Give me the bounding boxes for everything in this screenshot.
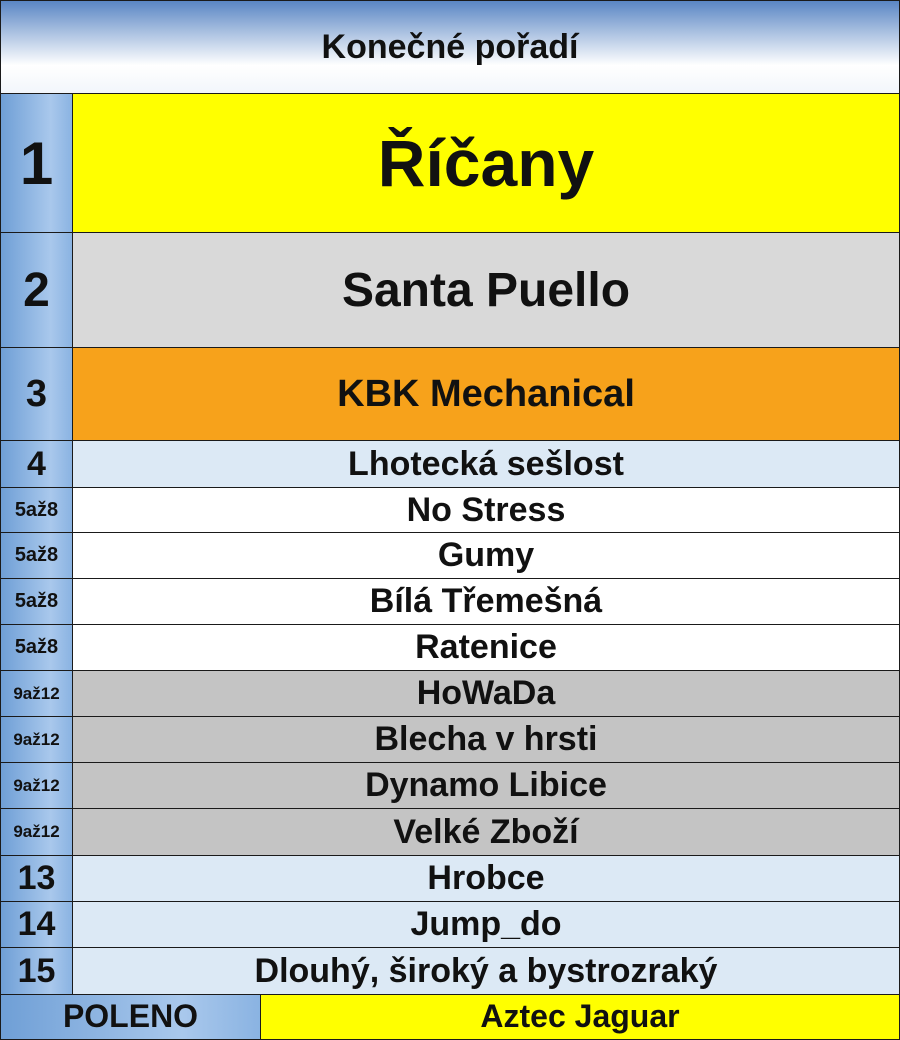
team-name: Bílá Třemešná [72, 578, 900, 625]
team-name: HoWaDa [72, 670, 900, 717]
table-title: Konečné pořadí [0, 0, 900, 94]
team-name: Gumy [72, 532, 900, 579]
team-name: Santa Puello [72, 232, 900, 348]
rank-cell: 9až12 [0, 808, 73, 856]
rank-cell: 3 [0, 347, 73, 441]
footer-label: POLENO [0, 993, 261, 1040]
team-name: Dlouhý, široký a bystrozraký [72, 947, 900, 995]
team-name: Lhotecká sešlost [72, 440, 900, 488]
rank-cell: 13 [0, 855, 73, 902]
rank-cell: 5až8 [0, 578, 73, 625]
team-name: Ratenice [72, 624, 900, 671]
team-name: Říčany [72, 93, 900, 233]
footer-value: Aztec Jaguar [260, 993, 900, 1040]
team-name: KBK Mechanical [72, 347, 900, 441]
team-name: No Stress [72, 487, 900, 533]
rank-cell: 5až8 [0, 487, 73, 533]
rank-cell: 14 [0, 901, 73, 948]
rank-cell: 2 [0, 232, 73, 348]
rank-cell: 15 [0, 947, 73, 995]
team-name: Velké Zboží [72, 808, 900, 856]
rank-cell: 1 [0, 93, 73, 233]
rank-cell: 4 [0, 440, 73, 488]
team-name: Jump_do [72, 901, 900, 948]
rank-cell: 5až8 [0, 624, 73, 671]
team-name: Hrobce [72, 855, 900, 902]
team-name: Blecha v hrsti [72, 716, 900, 763]
rank-cell: 9až12 [0, 762, 73, 809]
rank-cell: 9až12 [0, 670, 73, 717]
rank-cell: 5až8 [0, 532, 73, 579]
rank-cell: 9až12 [0, 716, 73, 763]
team-name: Dynamo Libice [72, 762, 900, 809]
